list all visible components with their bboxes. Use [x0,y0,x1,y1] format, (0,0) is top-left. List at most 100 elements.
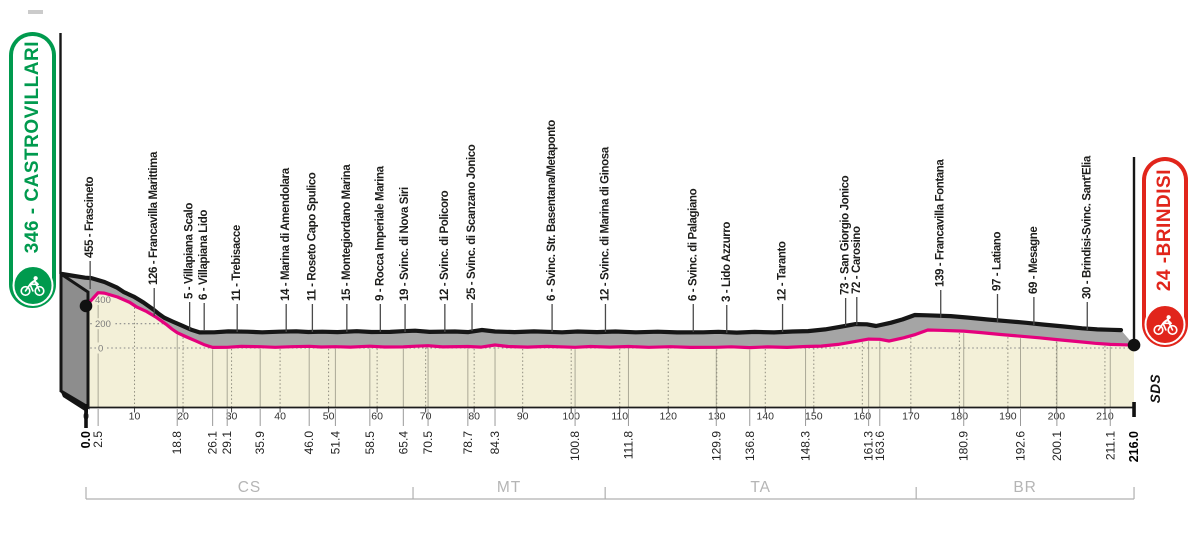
axis-km-number: 60 [371,411,383,423]
distance-label: 35.9 [253,431,267,455]
elevation-label: 0 [98,344,103,355]
waypoint-label: 3 - Lido Azzurro [721,222,733,302]
waypoint-label: 11 - Roseto Capo Spulico [306,172,318,301]
waypoint-label: 11 - Trebisacce [231,225,243,301]
distance-label: 216.0 [1127,431,1141,462]
terrain-area [86,292,1134,408]
start-badge: 346 - CASTROVILLARI [9,32,56,308]
waypoint-label: 19 - Svinc. di Nova Siri [399,187,411,301]
elevation-ribbon [62,274,1134,348]
waypoint-label: 12 - Svinc. di Marina di Ginosa [599,146,611,301]
distance-label: 111.8 [621,431,635,460]
axis-km-number: 150 [805,411,823,423]
distance-label: 211.1 [1103,431,1117,460]
waypoint-label: 25 - Svinc. di Scanzano Jonico [466,144,478,300]
axis-end-tick [1132,402,1136,417]
distance-label: 192.6 [1013,431,1027,461]
start-block-base [60,390,88,413]
axis-km-number: 70 [420,411,432,423]
start-block-panel [59,271,90,410]
axis-km-number: 190 [999,411,1017,423]
axis-km-number: 110 [611,411,628,423]
waypoint-label: 97 - Latiano [991,232,1003,291]
axis-km-number: 170 [902,411,920,423]
waypoint-label: 126 - Francavilla Marittima [148,151,160,285]
waypoint-label: 72 - Carosino [851,226,863,294]
axis-km-number: 130 [708,411,726,423]
distance-label: 78.7 [461,431,475,455]
waypoint-label: 9 - Rocca Imperiale Marina [374,165,386,301]
waypoint-label: 6 - Svinc. Str. Basentana/Metaponto [546,120,558,301]
axis-km-number: 30 [226,411,238,423]
axis-km-number: 90 [517,411,529,423]
start-badge-inner [13,36,52,304]
distance-label: 161.3 [862,431,876,461]
waypoint-label: 6 - Svinc. di Palagiano [687,188,699,301]
waypoint-label: 15 - Montegiordano Marina [341,164,353,301]
distance-label: 46.0 [302,431,316,455]
waypoint-label: 12 - Svinc. di Policoro [439,190,451,301]
start-title: 346 - CASTROVILLARI [21,40,43,254]
start-dot [79,299,93,313]
distance-label: 0.0 [79,431,93,448]
cyclist-icon [1152,314,1178,335]
distance-label: 2.5 [91,431,105,448]
finish-badge: 24 -BRINDISI [1142,157,1188,347]
distance-label: 100.8 [568,431,582,461]
axis-km-number: 80 [468,411,480,423]
elevation-label: 400 [95,295,111,306]
elevation-label-bg [97,342,106,354]
waypoint-label: 30 - Brindisi-Svinc. Sant'Elia [1081,155,1093,299]
axis-start-tick [84,404,88,428]
axis-km-number: 50 [323,411,335,423]
distance-label: 29.1 [220,431,234,455]
waypoint-label: 14 - Marina di Amendolara [280,167,292,301]
distance-label: 180.9 [957,431,971,461]
waypoint-label: 73 - San Giorgio Jonico [840,175,852,295]
distance-label: 26.1 [206,431,220,455]
province-label: MT [497,479,521,496]
finish-dot [1127,338,1141,352]
distance-label: 148.3 [799,431,813,461]
distance-label: 70.5 [421,431,435,455]
waypoint-label: 12 - Taranto [777,241,789,301]
axis-km-number: 180 [951,411,969,423]
province-label: BR [1013,479,1037,496]
sds-logo: SDS [1147,374,1163,404]
distance-label: 58.5 [363,431,377,455]
axis-km-number: 160 [854,411,872,423]
corner-mark [28,10,43,14]
ribbon-back-edge [59,271,1124,335]
distance-label: 163.6 [873,431,887,461]
province-label: TA [750,479,771,496]
start-cyclist-circle [12,265,53,306]
waypoint-label: 6 - Villapiana Lido [198,210,210,300]
province-label: CS [238,479,262,496]
cyclist-icon [20,275,45,296]
distance-label: 129.9 [709,431,723,461]
axis-km-number: 140 [757,411,775,423]
distance-label: 200.1 [1050,431,1064,461]
waypoint-label: 455 - Frascineto [84,176,96,258]
axis-km-number: 100 [562,411,580,423]
finish-cyclist-circle [1144,304,1186,345]
distance-label: 136.8 [743,431,757,461]
route-elevation-line [84,291,1136,350]
axis-km-number: 20 [177,411,189,423]
elevation-label-bg [94,293,115,305]
distance-label: 65.4 [396,431,410,455]
axis-km-number: 10 [129,411,141,423]
distance-label: 51.4 [328,431,342,455]
elevation-label-bg [94,318,115,330]
waypoint-label: 69 - Mesagne [1028,227,1040,294]
axis-km-number: 210 [1096,411,1114,423]
distance-label: 84.3 [488,431,502,455]
elevation-label: 200 [95,319,111,330]
axis-km-number: 40 [274,411,286,423]
waypoint-label: 5 - Villapiana Scalo [184,203,196,299]
axis-km-number: 120 [659,411,677,423]
finish-title: 24 -BRINDISI [1154,168,1175,292]
